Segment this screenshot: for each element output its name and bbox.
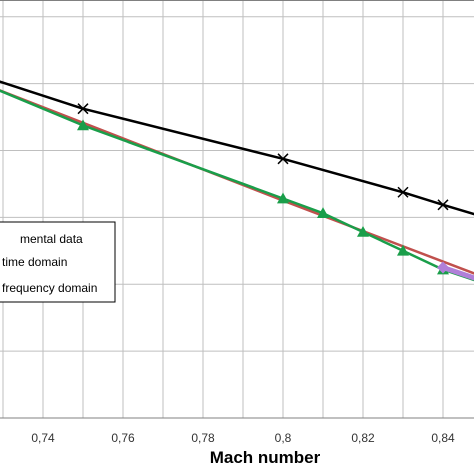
data-point-triangle-marker bbox=[277, 192, 289, 204]
series-3 bbox=[437, 261, 474, 281]
x-tick-label: 0,74 bbox=[31, 431, 55, 445]
series-line bbox=[442, 265, 474, 281]
x-tick-label: 0,82 bbox=[351, 431, 375, 445]
legend-box: mental data time domain frequency domain bbox=[0, 221, 116, 303]
x-axis-label: Mach number bbox=[210, 448, 321, 467]
x-tick-labels: 0,74 0,76 0,78 0,8 0,82 0,84 bbox=[31, 431, 455, 445]
x-tick-label: 0,78 bbox=[191, 431, 215, 445]
data-point-diamond-marker bbox=[437, 261, 449, 274]
data-point-triangle-marker bbox=[397, 244, 409, 256]
x-tick-label: 0,8 bbox=[275, 431, 292, 445]
legend-label-experimental: mental data bbox=[20, 232, 83, 246]
x-tick-label: 0,76 bbox=[111, 431, 135, 445]
series-0 bbox=[0, 80, 474, 216]
series-line bbox=[0, 89, 474, 282]
data-point-triangle-marker bbox=[357, 225, 369, 237]
grid-layer bbox=[0, 0, 474, 418]
data-point-x-marker bbox=[277, 153, 289, 165]
data-point-triangle-marker bbox=[77, 119, 89, 131]
series-line bbox=[0, 80, 474, 216]
data-point-x-marker bbox=[397, 186, 409, 198]
data-point-x-marker bbox=[77, 103, 89, 115]
series-layer bbox=[0, 80, 474, 282]
data-point-triangle-marker bbox=[317, 207, 329, 218]
axes-layer bbox=[0, 0, 474, 419]
series-2 bbox=[0, 89, 474, 282]
data-point-x-marker bbox=[437, 199, 449, 211]
legend-label-time-domain: time domain bbox=[2, 255, 67, 269]
x-tick-label: 0,84 bbox=[431, 431, 455, 445]
legend-label-frequency-domain: frequency domain bbox=[2, 281, 97, 295]
